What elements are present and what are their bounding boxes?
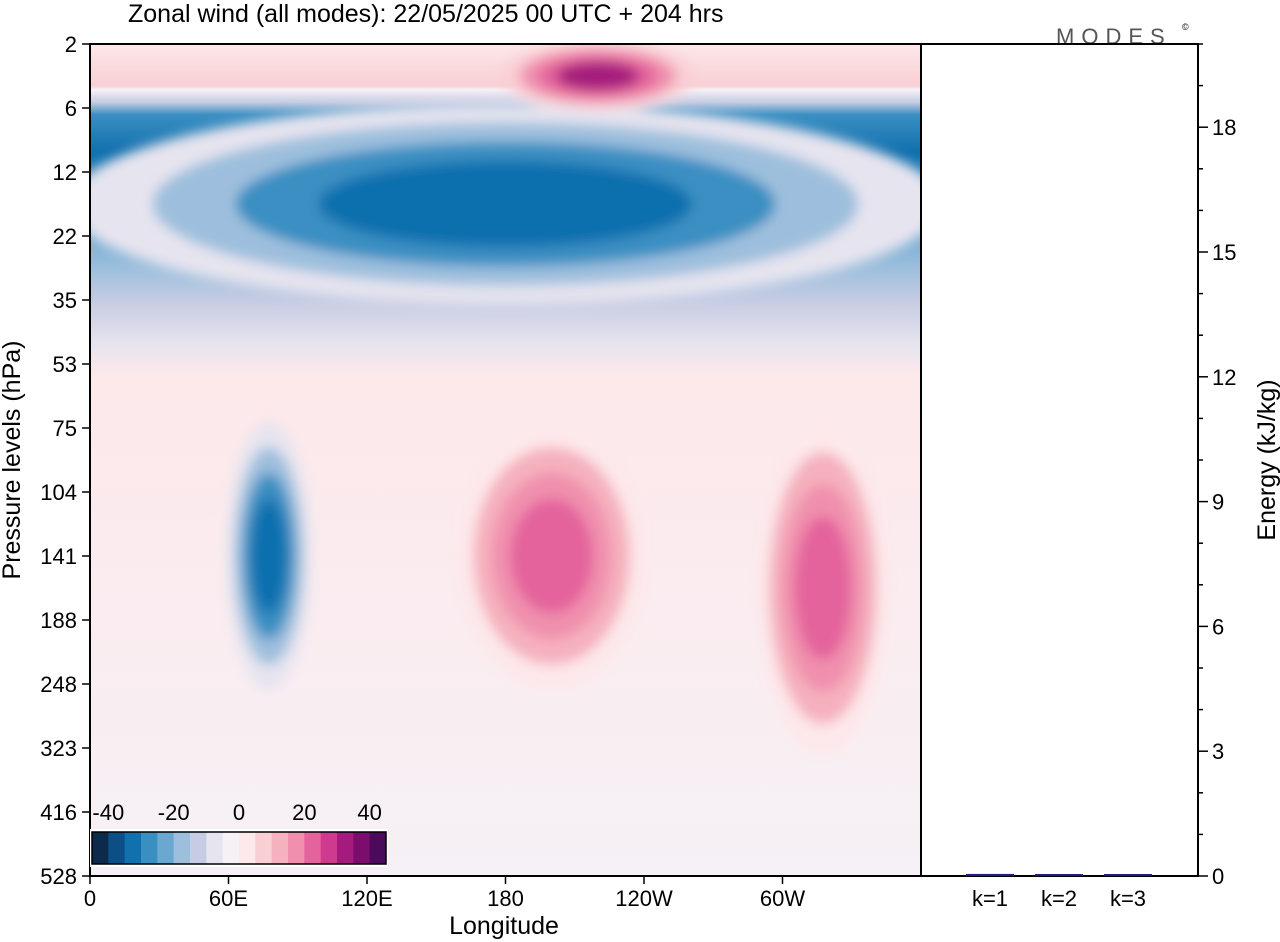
colorbar-swatch	[157, 832, 175, 864]
colorbar-tick-label: -20	[158, 800, 190, 825]
x-tick-label: 120W	[615, 886, 673, 911]
heatmap-region	[510, 498, 594, 614]
x-axis: 0 60E 120E 180 120W 60W	[84, 876, 805, 911]
colorbar-swatch	[206, 832, 224, 864]
y-tick-label: 188	[40, 608, 77, 633]
y-tick-label: 75	[53, 416, 77, 441]
heatmap-region	[250, 498, 288, 614]
y-tick-label: 35	[53, 288, 77, 313]
energy-y-tick-label: 3	[1212, 739, 1224, 764]
y-tick-label: 416	[40, 800, 77, 825]
x-tick-label: 60W	[760, 886, 805, 911]
colorbar-swatch	[255, 832, 273, 864]
energy-y-tick-label: 18	[1212, 115, 1236, 140]
energy-panel	[920, 43, 1199, 877]
colorbar-swatch	[108, 832, 126, 864]
energy-x-tick-label: k=3	[1110, 886, 1146, 911]
energy-y-tick-label: 15	[1212, 240, 1236, 265]
colorbar-swatch	[141, 832, 158, 864]
y-tick-label: 528	[40, 864, 77, 889]
y-tick-label: 22	[53, 224, 77, 249]
modes-logo-mark: ©	[1182, 22, 1189, 32]
energy-y-tick-label: 0	[1212, 864, 1224, 889]
colorbar-swatch	[353, 832, 371, 864]
energy-y-tick-label: 9	[1212, 490, 1224, 515]
y-axis-label: Pressure levels (hPa)	[0, 341, 26, 580]
energy-x-axis: k=1 k=2 k=3	[972, 886, 1146, 911]
heatmap-region	[794, 516, 852, 660]
colorbar-swatch	[190, 832, 207, 864]
colorbar-swatch	[222, 832, 240, 864]
energy-y-axis: 0 3 6 9 12 15 18	[1198, 43, 1236, 889]
x-axis-label: Longitude	[449, 912, 559, 940]
y-tick-label: 12	[53, 160, 77, 185]
energy-x-tick-label: k=2	[1041, 886, 1077, 911]
y-tick-label: 2	[65, 32, 77, 57]
y-tick-label: 323	[40, 736, 77, 761]
energy-bars	[966, 873, 1152, 876]
chart-title: Zonal wind (all modes): 22/05/2025 00 UT…	[128, 0, 723, 28]
colorbar-swatch	[173, 832, 191, 864]
colorbar-swatch	[337, 832, 354, 864]
colorbar-swatch	[271, 832, 289, 864]
y-tick-label: 141	[40, 544, 77, 569]
colorbar-tick-label: -40	[92, 800, 124, 825]
colorbar	[90, 829, 388, 867]
y-tick-label: 248	[40, 672, 77, 697]
y-tick-label: 6	[65, 96, 77, 121]
energy-bar	[966, 873, 1014, 876]
heatmap-region	[318, 160, 693, 248]
colorbar-labels: -40 -20 0 20 40	[92, 800, 381, 825]
heatmap-region	[556, 61, 640, 91]
x-tick-label: 180	[487, 886, 524, 911]
x-tick-label: 0	[84, 886, 96, 911]
colorbar-tick-label: 0	[233, 800, 245, 825]
colorbar-swatch	[369, 832, 387, 864]
colorbar-swatch	[239, 832, 256, 864]
colorbar-tick-label: 20	[292, 800, 316, 825]
y-tick-label: 104	[40, 480, 77, 505]
colorbar-tick-label: 40	[357, 800, 381, 825]
energy-bar	[1035, 874, 1083, 876]
energy-y-tick-label: 6	[1212, 614, 1224, 639]
colorbar-swatch	[288, 832, 305, 864]
energy-x-tick-label: k=1	[972, 886, 1008, 911]
colorbar-swatch	[320, 832, 338, 864]
colorbar-swatch	[92, 832, 109, 864]
colorbar-swatch	[124, 832, 142, 864]
colorbar-border	[91, 831, 387, 865]
x-tick-label: 60E	[209, 886, 248, 911]
energy-axis-label: Energy (kJ/kg)	[1253, 379, 1280, 540]
energy-bar	[1104, 874, 1152, 876]
x-tick-label: 120E	[341, 886, 392, 911]
colorbar-swatch	[304, 832, 322, 864]
energy-y-tick-label: 12	[1212, 365, 1236, 390]
y-axis: 2 6 12 22 35 53 75 104 141 188 248 323 416 528	[40, 32, 90, 889]
y-tick-label: 53	[53, 352, 77, 377]
heatmap-plot-area	[90, 44, 921, 876]
